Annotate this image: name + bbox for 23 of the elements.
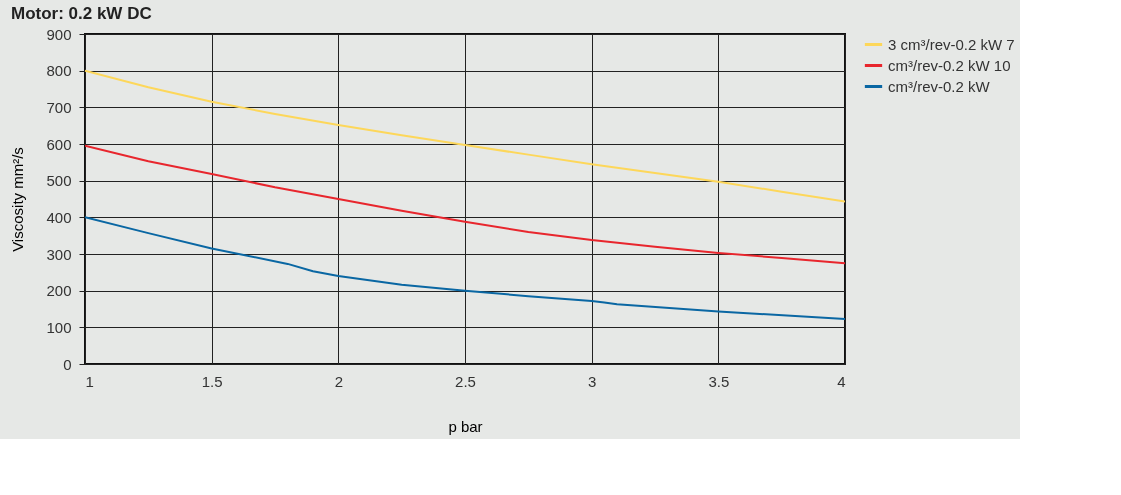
y-tick-label: 500: [46, 172, 72, 190]
x-axis-title: p bar: [448, 417, 483, 435]
x-tick-label: 2.5: [455, 372, 476, 390]
y-tick-label: 200: [46, 282, 72, 300]
y-tick-label: 800: [46, 62, 72, 80]
y-tick-label: 900: [46, 25, 72, 43]
x-tick-label: 1: [85, 372, 94, 390]
legend-label: 3 cm³/rev-0.2 kW 7: [888, 35, 1015, 53]
legend-label: cm³/rev-0.2 kW: [888, 77, 991, 95]
y-tick-label: 100: [46, 318, 72, 336]
y-axis-title: Viscosity mm²/s: [9, 147, 27, 252]
y-tick-label: 600: [46, 135, 72, 153]
x-tick-label: 1.5: [201, 372, 223, 390]
legend-label: cm³/rev-0.2 kW 10: [888, 56, 1011, 74]
x-tick-label: 2: [334, 372, 344, 390]
y-tick-label: 300: [46, 245, 72, 263]
y-tick-label: 700: [46, 98, 72, 116]
y-tick-label: 0: [63, 355, 72, 373]
x-tick-label: 3: [587, 372, 597, 390]
y-tick-label: 400: [46, 208, 72, 226]
x-tick-label: 3.5: [708, 372, 730, 390]
x-tick-label: 4: [837, 372, 846, 390]
chart-title: Motor: 0.2 kW DC: [10, 4, 152, 23]
